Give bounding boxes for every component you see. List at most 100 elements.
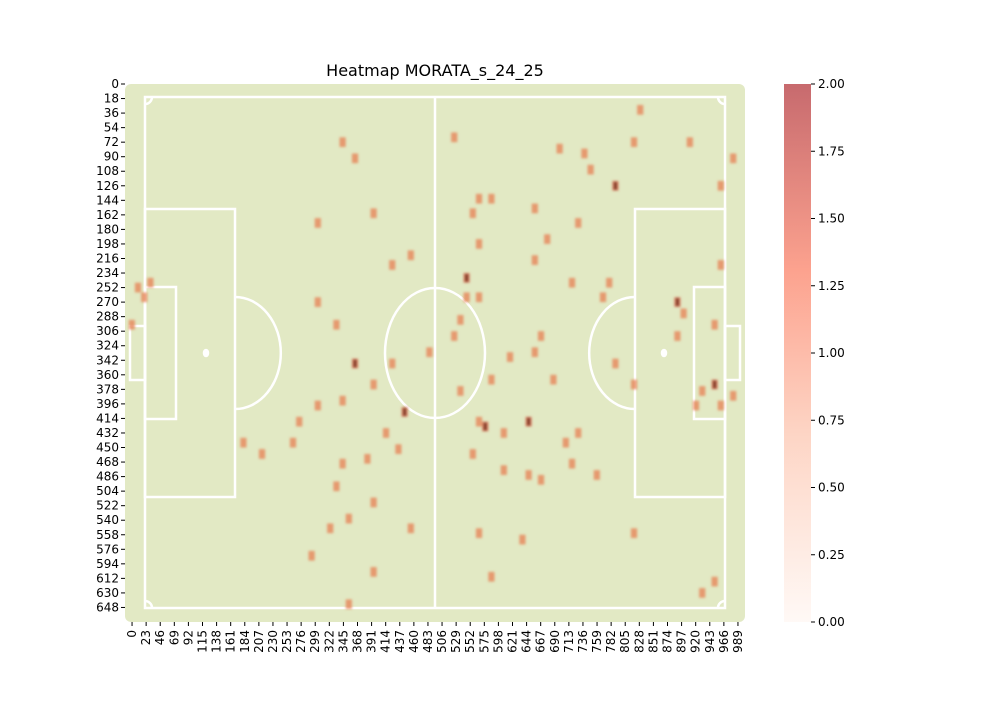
heat-cell — [730, 390, 737, 401]
heat-cell — [482, 421, 489, 432]
x-tick-label: 0 — [125, 630, 139, 638]
heat-cell — [345, 513, 352, 524]
x-tick-label: 828 — [632, 630, 646, 653]
y-tick-label: 432 — [96, 426, 119, 440]
x-tick-label: 414 — [379, 630, 393, 653]
heat-cell — [475, 528, 483, 538]
heat-cell — [711, 379, 718, 390]
y-tick-label: 576 — [96, 542, 119, 556]
heat-cell — [457, 386, 464, 396]
x-tick-label: 552 — [463, 630, 477, 653]
x-tick-label: 920 — [689, 630, 703, 653]
heat-cell — [699, 386, 706, 396]
heat-cell — [537, 474, 545, 485]
x-tick-label: 690 — [548, 630, 562, 653]
y-tick-label: 540 — [96, 513, 119, 527]
x-tick-label: 713 — [562, 630, 576, 653]
heat-cell — [568, 277, 576, 288]
x-tick-label: 69 — [167, 630, 181, 645]
x-tick-label: 575 — [477, 630, 491, 653]
colorbar-tick-label: 1.50 — [818, 212, 845, 226]
heat-cell — [568, 458, 576, 469]
heat-cell — [500, 428, 507, 438]
heat-cell — [370, 497, 377, 508]
corner-arc — [716, 96, 726, 106]
x-tick-label: 391 — [365, 630, 379, 653]
y-axis: 0183654729010812614416218019821623425227… — [96, 77, 125, 614]
heat-cell — [630, 528, 638, 538]
corner-arc — [716, 599, 726, 609]
x-tick-label: 644 — [520, 630, 534, 653]
heat-cell — [531, 255, 538, 265]
heat-cell — [451, 331, 458, 341]
x-tick-label: 460 — [407, 630, 421, 653]
heat-cell — [314, 297, 321, 307]
x-tick-label: 874 — [661, 630, 675, 653]
heat-cell — [128, 319, 135, 330]
heat-cell — [730, 153, 737, 164]
center-circle — [383, 286, 487, 420]
y-tick-label: 342 — [96, 353, 119, 367]
x-tick-label: 943 — [703, 630, 717, 653]
heat-cell — [531, 347, 538, 358]
heat-cell — [463, 273, 470, 283]
heat-cell — [457, 315, 464, 325]
heat-cell — [382, 428, 390, 438]
colorbar-tick-label: 1.25 — [818, 279, 845, 293]
right-penalty-arc — [587, 295, 636, 411]
x-tick-label: 345 — [336, 630, 350, 653]
heat-cell — [606, 277, 613, 288]
heat-cell — [463, 292, 470, 303]
y-tick-label: 270 — [96, 295, 119, 309]
heat-cell — [395, 444, 402, 454]
heat-cell — [475, 239, 483, 249]
y-tick-label: 306 — [96, 324, 119, 338]
heat-cell — [550, 374, 557, 385]
heat-cell — [637, 105, 644, 115]
heat-cell — [134, 282, 142, 293]
x-tick-label: 529 — [449, 630, 463, 653]
right-penalty-spot — [660, 348, 668, 358]
left-goal — [128, 324, 147, 382]
x-tick-label: 253 — [280, 630, 294, 653]
heat-cell — [612, 180, 619, 191]
y-tick-label: 18 — [104, 92, 119, 106]
heat-cell — [258, 449, 266, 459]
x-tick-label: 184 — [238, 630, 252, 653]
x-tick-label: 23 — [139, 630, 153, 645]
heat-cell — [581, 148, 588, 159]
heat-cell — [407, 250, 414, 261]
colorbar-tick-label: 2.00 — [818, 77, 845, 91]
heat-cell — [692, 400, 700, 411]
y-tick-label: 414 — [96, 411, 119, 425]
heat-cell — [308, 550, 315, 561]
heat-cell — [556, 143, 563, 154]
heat-cell — [630, 379, 638, 390]
plot-area — [125, 84, 745, 622]
x-tick-label: 368 — [351, 630, 365, 653]
y-tick-label: 216 — [96, 251, 119, 265]
heat-cell — [333, 319, 340, 330]
y-tick-label: 630 — [96, 586, 119, 600]
x-tick-label: 483 — [421, 630, 435, 653]
y-tick-label: 288 — [96, 310, 119, 324]
heat-cell — [575, 218, 582, 228]
heat-cell — [711, 576, 718, 587]
x-tick-label: 966 — [717, 630, 731, 653]
heat-cell — [680, 308, 687, 319]
y-tick-label: 72 — [104, 135, 119, 149]
y-tick-label: 36 — [104, 106, 119, 120]
x-tick-label: 897 — [675, 630, 689, 653]
heat-cell — [327, 523, 334, 534]
y-tick-label: 108 — [96, 164, 119, 178]
y-tick-label: 504 — [96, 484, 119, 498]
pitch-lines — [128, 95, 742, 610]
x-tick-label: 299 — [308, 630, 322, 653]
heat-cell — [370, 379, 377, 390]
heat-cell — [699, 588, 706, 598]
heat-cell — [147, 277, 154, 288]
y-tick-label: 0 — [111, 77, 119, 91]
x-tick-label: 207 — [252, 630, 266, 653]
x-tick-label: 851 — [646, 630, 660, 653]
